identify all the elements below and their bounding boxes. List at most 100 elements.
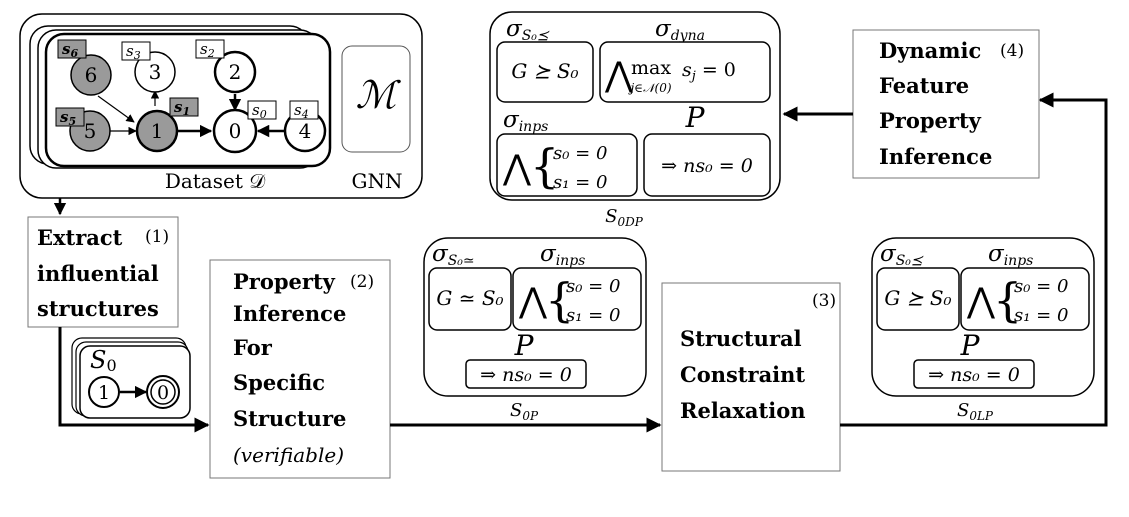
property-s0p: σS₀≃ σinps G ≃ S₀ ⋀ { s₀ = 0 s₁ = 0 P ⇒ … [423, 237, 647, 423]
graph-node-2-label: 2 [229, 60, 242, 84]
edge-6-1 [97, 95, 135, 123]
graph-node-5-label: 5 [84, 119, 97, 143]
dynamic-box [852, 29, 1040, 179]
dynamic-num: (4) [1000, 41, 1024, 61]
s0lp-struct-formula-box [876, 267, 960, 331]
step-relax: (3) Structural Constraint Relaxation [661, 282, 841, 472]
extract-line-3: structures [37, 296, 159, 321]
s0-node-0-inner [150, 379, 176, 405]
s0dp-and-symbol-2: ⋀ [502, 148, 531, 188]
s0dp-dyna-box [599, 41, 771, 103]
s0dp-p-formula-box [643, 133, 771, 197]
step-specific: Property (2) Inference For Specific Stru… [209, 259, 391, 479]
s0p-and-symbol: ⋀ [518, 281, 547, 321]
specific-line-5: Structure [233, 406, 346, 431]
s0dp-sigma-struct: σS₀⪯ [506, 16, 550, 44]
s0dp-struct-formula-box [496, 41, 594, 103]
graph-node-3 [134, 51, 176, 93]
s0lp-inps-line-1: s₀ = 0 [1014, 276, 1068, 297]
relax-line-2: Constraint [680, 362, 805, 387]
extract-box [27, 216, 179, 328]
s0lp-inps-line-2: s₁ = 0 [1014, 305, 1068, 326]
graph-tag-s3: s3 [126, 42, 141, 62]
extract-line-1: Extract [37, 225, 123, 250]
dynamic-line-3: Property [879, 108, 982, 133]
s0lp-p-formula: ⇒ ns₀ = 0 [928, 364, 1020, 386]
s0lp-p-label: P [960, 329, 981, 362]
s0p-p-formula: ⇒ ns₀ = 0 [480, 364, 572, 386]
dynamic-line-4: Inference [879, 144, 992, 169]
relax-line-3: Relaxation [680, 398, 805, 423]
s0lp-struct-formula: G ⪰ S₀ [884, 286, 951, 310]
s0dp-p-label: P [685, 101, 706, 134]
extract-line-2: influential [37, 261, 159, 286]
s0p-inps-line-2: s₁ = 0 [566, 305, 620, 326]
s0lp-sigma-inps: σinps [988, 241, 1033, 269]
structure-s0: S0 1 0 [71, 337, 191, 419]
s0dp-brace: { [530, 139, 559, 193]
s0lp-and-symbol: ⋀ [966, 281, 995, 321]
s0p-brace: { [545, 273, 574, 327]
model-symbol: ℳ [356, 73, 402, 117]
specific-line-1: Property [233, 269, 336, 294]
s0p-inps-box [512, 267, 642, 331]
s0p-caption: S0P [510, 400, 539, 423]
graph-tag-box-s2 [195, 39, 225, 59]
s0dp-struct-formula: G ⪰ S₀ [511, 59, 578, 83]
relax-line-1: Structural [680, 326, 802, 351]
graph-tag-s0: s0 [252, 101, 267, 121]
dynamic-line-1: Dynamic [879, 38, 981, 63]
specific-num: (2) [350, 272, 374, 292]
s0p-struct-formula: G ≃ S₀ [436, 286, 503, 310]
graph-node-0-label: 0 [229, 119, 242, 143]
s0p-p-formula-box [465, 359, 587, 389]
specific-box [209, 259, 391, 479]
step-dynamic: Dynamic (4) Feature Property Inference [852, 29, 1040, 179]
s0dp-max-subscript: j∈𝒩(0) [627, 81, 671, 95]
specific-line-2: Inference [233, 301, 346, 326]
graph-node-6 [70, 54, 112, 96]
gnn-model-box [341, 45, 411, 153]
graph-tag-box-s6 [57, 39, 87, 59]
dataset-caption: Dataset 𝒟 [165, 169, 265, 193]
s0lp-brace: { [993, 273, 1022, 327]
s0p-sigma-struct: σS₀≃ [432, 241, 475, 269]
dataset-block: 6 s6 3 s3 2 s2 5 s5 1 s1 0 s0 4s4 Dataset 𝒟 ℳ GNN [19, 13, 423, 199]
graph-tag-s4: s4 [294, 101, 309, 121]
graph-node-1 [135, 109, 179, 153]
graph-tag-s2: s2 [200, 40, 215, 60]
extract-num: (1) [145, 227, 169, 247]
graph-node-2 [213, 50, 257, 94]
s0-node-0-label: 0 [157, 382, 169, 404]
s0-label: S0 [90, 346, 117, 375]
s0dp-sigma-inps: σinps [503, 107, 548, 135]
graph-tag-box-s3 [121, 41, 151, 61]
s0dp-inps-line-2: s₁ = 0 [553, 172, 607, 193]
dynamic-line-2: Feature [879, 73, 969, 98]
s0dp-p-formula: ⇒ ns₀ = 0 [661, 155, 753, 177]
s0p-sigma-inps: σinps [540, 241, 585, 269]
property-s0lp: σS₀⪯ σinps G ⪰ S₀ ⋀ { s₀ = 0 s₁ = 0 P ⇒ … [871, 237, 1095, 423]
s0lp-sigma-struct: σS₀⪯ [880, 241, 924, 269]
s0p-inps-line-1: s₀ = 0 [566, 276, 620, 297]
s0p-struct-formula-box [428, 267, 512, 331]
s0-node-1 [88, 376, 120, 408]
specific-line-4: Specific [233, 370, 325, 395]
graph-tag-s5: s5 [60, 108, 76, 128]
relax-box [661, 282, 841, 472]
graph-tag-box-s5 [55, 107, 85, 127]
s0dp-and-symbol: ⋀ [604, 55, 633, 95]
s0lp-inps-box [960, 267, 1090, 331]
arrow-relax-dynamic [840, 92, 1108, 427]
graph-tag-s6: s6 [62, 40, 78, 60]
s0dp-sigma-dyna: σdyna [655, 16, 705, 44]
graph-tag-box-s4 [289, 100, 319, 120]
property-s0dp: σS₀⪯ σdyna G ⪰ S₀ ⋀ max j∈𝒩(0) sj = 0 σi… [489, 11, 781, 229]
graph-tag-box-s0 [247, 100, 277, 120]
s0dp-caption: S0DP [605, 206, 644, 229]
specific-line-3: For [233, 335, 273, 360]
graph-tag-s1: s1 [174, 98, 190, 118]
s0-node-1-label: 1 [98, 382, 110, 404]
relax-num: (3) [812, 291, 836, 311]
s0lp-caption: S0LP [957, 400, 994, 423]
